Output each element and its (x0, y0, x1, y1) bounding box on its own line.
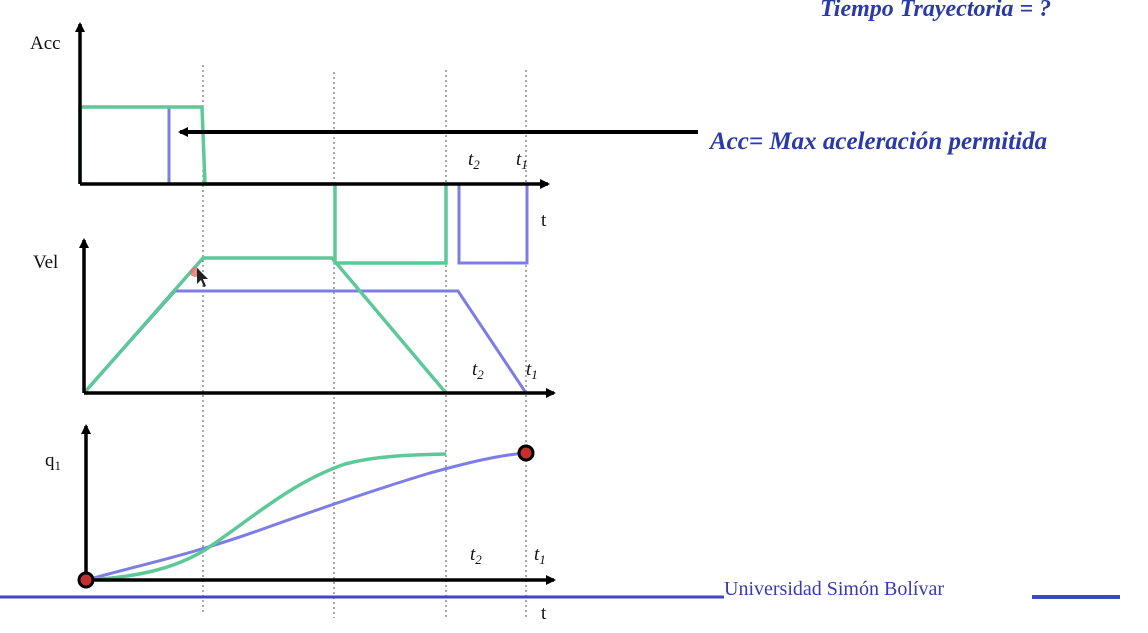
max-acc-annotation: Acc= Max aceleración permitida (708, 128, 1047, 155)
vel-plot: Vel t2 t1 (33, 238, 556, 398)
pos-plot: q1 t t2 t1 (45, 424, 556, 624)
slide-title: Tiempo Trayectoria = ? (820, 0, 1051, 22)
mouse-pointer-icon (197, 268, 208, 287)
pos-blue-curve (85, 451, 527, 582)
vel-blue-profile (82, 289, 528, 394)
pos-green-curve (85, 452, 447, 582)
pos-t2-label: t2 (470, 544, 482, 567)
vel-green-profile (82, 256, 448, 395)
footer-university: Universidad Simón Bolívar (724, 578, 944, 600)
pos-t1-label: t1 (534, 544, 546, 567)
start-point (77, 571, 95, 589)
acc-plot: Acc t t2 t1 (30, 22, 550, 265)
pos-y-label: q1 (45, 450, 61, 473)
acc-blue-decel (457, 184, 529, 265)
acc-x-label: t (541, 210, 547, 231)
acc-t2-label: t2 (468, 149, 480, 172)
vel-t2-label: t2 (472, 359, 484, 382)
time-guides (202, 65, 527, 618)
end-point (517, 444, 535, 462)
vel-t1-label: t1 (526, 359, 538, 382)
acc-blue-profile (78, 105, 446, 186)
pos-x-label: t (541, 603, 547, 624)
acc-y-label: Acc (30, 33, 61, 54)
vel-y-label: Vel (33, 252, 58, 273)
acc-t1-label: t1 (516, 149, 528, 172)
